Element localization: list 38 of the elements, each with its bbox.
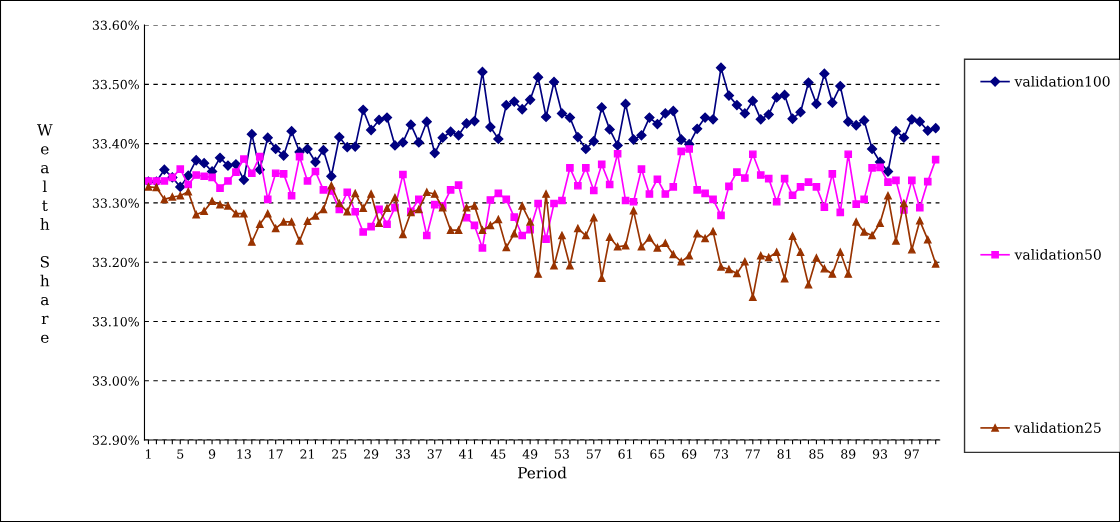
x-tick-label: 9	[208, 449, 216, 459]
x-tick-label: 61	[618, 449, 632, 459]
text: Wealth Share	[37, 124, 53, 343]
x-tick-label: 77	[745, 449, 760, 459]
legend-label: validation25	[1014, 422, 1101, 433]
y-tick-label: 32.90%	[92, 435, 139, 445]
x-tick-label: 73	[714, 449, 729, 459]
x-tick-label: 21	[300, 449, 314, 459]
x-tick-label: 49	[522, 449, 538, 459]
x-tick-label: 69	[682, 449, 697, 459]
legend-label: validation50	[1014, 249, 1101, 260]
y-tick-label: 33.10%	[92, 316, 139, 327]
y-tick-label: 33.20%	[92, 257, 139, 268]
x-axis-title: Period	[518, 466, 567, 479]
legend-label: validation100	[1014, 75, 1110, 87]
x-tick-label: 37	[427, 449, 442, 459]
x-tick-label: 13	[237, 449, 251, 459]
x-tick-label: 33	[395, 449, 410, 459]
x-tick-label: 81	[777, 449, 791, 459]
y-tick-label: 33.40%	[92, 139, 139, 149]
x-tick-label: 53	[555, 449, 569, 459]
y-tick-label: 33.00%	[92, 376, 139, 386]
x-tick-label: 1	[146, 449, 151, 459]
y-tick-label: 33.50%	[92, 79, 139, 90]
x-tick-label: 89	[841, 449, 856, 459]
x-tick-label: 17	[269, 449, 283, 459]
y-tick-label: 33.60%	[92, 20, 139, 30]
x-tick-label: 41	[458, 449, 473, 459]
x-tick-label: 5	[177, 449, 184, 459]
y-tick-label: 33.30%	[92, 198, 139, 208]
x-tick-label: 97	[904, 449, 919, 459]
x-tick-label: 45	[490, 449, 506, 459]
x-tick-label: 65	[650, 449, 665, 459]
x-tick-label: 57	[586, 449, 601, 459]
x-tick-label: 85	[809, 449, 824, 459]
x-tick-label: 25	[332, 449, 347, 459]
x-tick-label: 93	[872, 449, 888, 459]
x-tick-label: 29	[364, 449, 379, 459]
